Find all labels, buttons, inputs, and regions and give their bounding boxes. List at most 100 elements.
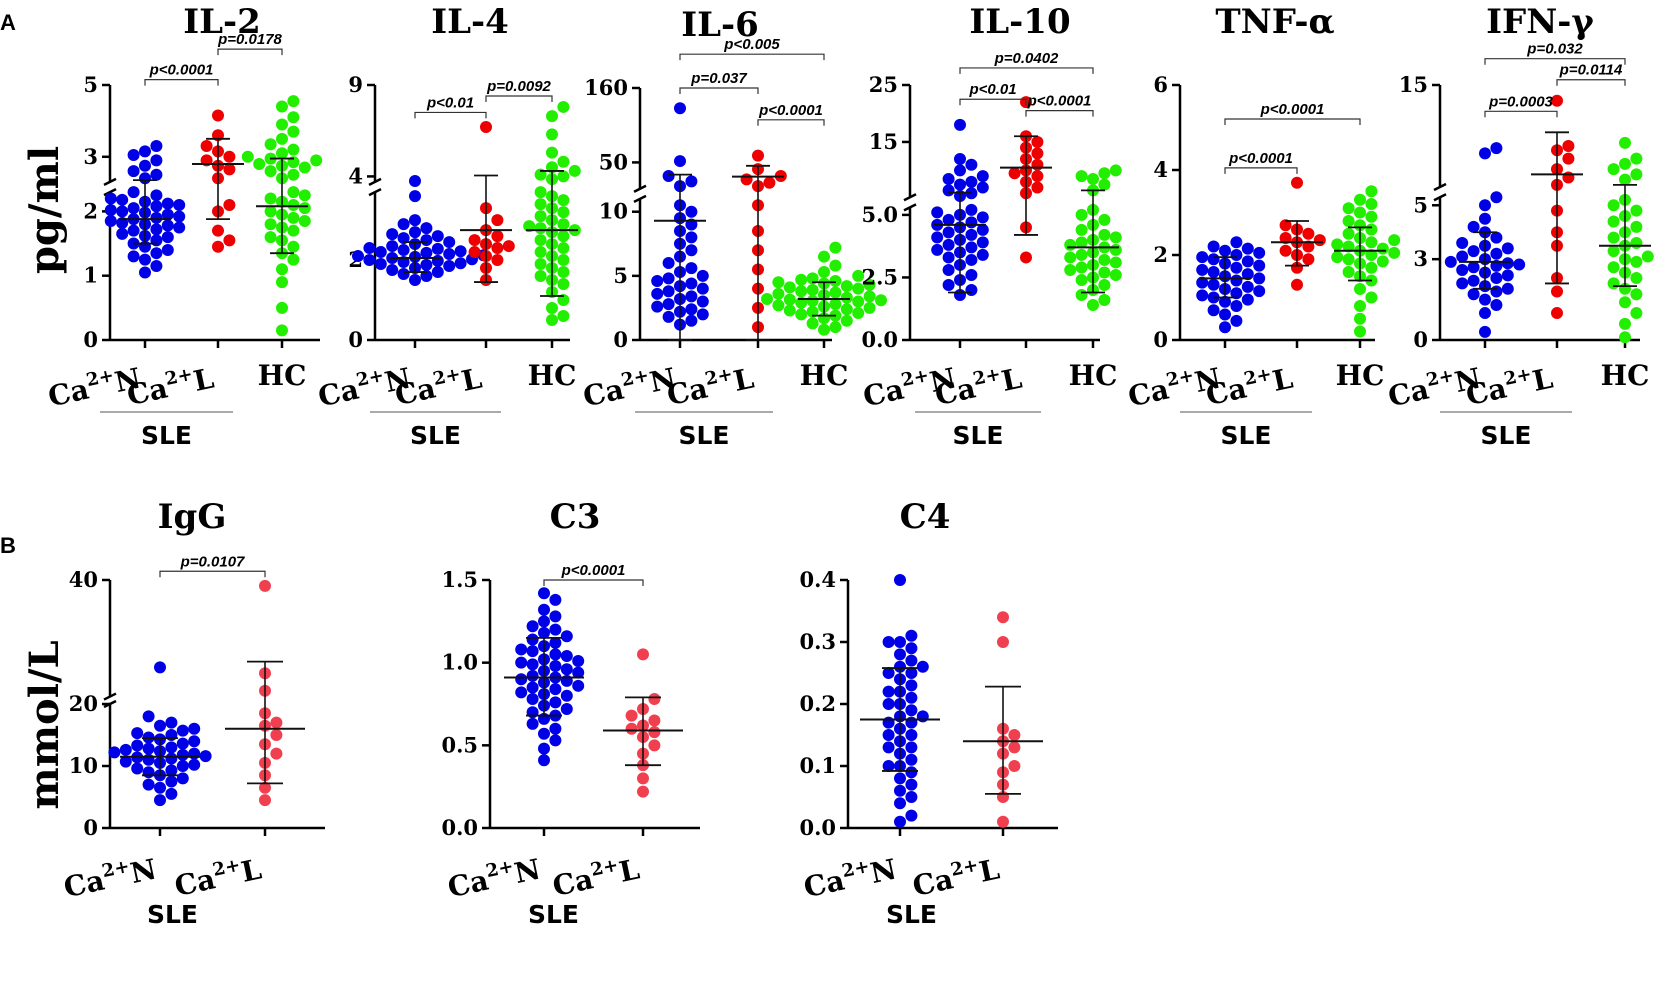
data-point <box>763 176 776 189</box>
data-point <box>1342 227 1355 240</box>
p-value-label: p<0.005 <box>723 36 780 53</box>
data-point <box>116 193 129 206</box>
data-point <box>905 629 918 642</box>
y-tick-label: 0.0 <box>799 815 836 840</box>
y-tick-label: 0 <box>83 815 98 840</box>
data-point <box>1098 253 1111 266</box>
data-point <box>526 633 539 646</box>
data-point <box>1365 261 1378 274</box>
data-point <box>270 716 283 729</box>
data-point <box>1196 263 1209 276</box>
data-point <box>161 243 174 256</box>
data-point <box>863 278 876 291</box>
data-point <box>287 186 300 199</box>
data-point <box>916 660 929 673</box>
data-point <box>829 241 842 254</box>
data-point <box>965 175 978 188</box>
data-point <box>549 722 562 735</box>
data-point <box>905 654 918 667</box>
data-point <box>651 287 664 300</box>
data-point <box>534 198 547 211</box>
data-point <box>1064 263 1077 276</box>
data-point <box>1031 181 1044 194</box>
y-tick-label: 3 <box>83 144 98 169</box>
panel-label-b: B <box>0 533 16 558</box>
chart-title: IgG <box>158 497 227 537</box>
data-point <box>772 299 785 312</box>
data-point <box>1196 289 1209 302</box>
data-point <box>1207 304 1220 317</box>
axis-break-mark <box>1433 193 1447 202</box>
data-point <box>165 741 178 754</box>
data-point <box>223 163 236 176</box>
data-point <box>1230 287 1243 300</box>
data-point <box>840 280 853 293</box>
y-tick-label: 2 <box>1153 242 1168 267</box>
data-point <box>150 168 163 181</box>
significance-bracket <box>414 111 487 119</box>
data-point <box>142 753 155 766</box>
data-point <box>557 194 570 207</box>
data-point <box>386 228 399 241</box>
data-point <box>1376 255 1389 268</box>
data-point <box>1607 199 1620 212</box>
data-point <box>534 246 547 259</box>
data-point <box>818 323 830 336</box>
data-point <box>651 274 664 287</box>
group-label: SLE <box>528 900 579 929</box>
data-point <box>116 205 129 218</box>
y-tick-label: 4 <box>1153 157 1168 182</box>
data-point <box>276 276 288 289</box>
data-point <box>549 696 562 709</box>
data-point <box>468 234 481 247</box>
data-point <box>549 636 562 649</box>
data-point <box>829 274 842 287</box>
data-point <box>1008 729 1021 741</box>
data-point <box>894 772 906 785</box>
data-point <box>161 219 174 232</box>
data-point <box>557 278 570 291</box>
y-tick-label: 0.0 <box>441 815 478 840</box>
significance-bracket <box>485 95 553 102</box>
data-point <box>752 149 764 162</box>
data-point <box>165 787 178 800</box>
significance-bracket <box>1224 118 1361 125</box>
data-point <box>894 797 906 810</box>
data-point <box>637 648 649 661</box>
y-tick-label: 15 <box>869 129 898 154</box>
data-point <box>818 250 830 263</box>
data-point <box>270 729 283 741</box>
data-point <box>259 781 271 794</box>
data-point <box>1619 173 1631 186</box>
axis-break-mark <box>1433 182 1447 192</box>
data-point <box>1098 293 1111 306</box>
data-point <box>1562 152 1575 165</box>
data-point <box>176 748 189 761</box>
data-point <box>905 791 918 803</box>
data-point <box>534 234 547 247</box>
p-value-label: p=0.0402 <box>994 50 1059 67</box>
data-point <box>549 593 562 606</box>
data-point <box>188 747 201 760</box>
data-point <box>954 153 966 166</box>
y-tick-label: 5 <box>613 263 628 288</box>
data-point <box>526 681 539 694</box>
significance-bracket <box>1224 167 1298 174</box>
data-point <box>386 240 399 253</box>
data-point <box>1241 280 1254 293</box>
data-point <box>165 764 178 777</box>
data-point <box>685 231 698 244</box>
significance-bracket <box>679 87 759 94</box>
data-point <box>882 667 895 679</box>
y-tick-label: 5 <box>83 72 98 97</box>
data-point <box>1490 231 1503 244</box>
data-point <box>1098 278 1111 291</box>
data-point <box>942 226 955 239</box>
data-point <box>852 269 865 282</box>
data-point <box>150 247 163 260</box>
data-point <box>1467 245 1480 258</box>
data-point <box>176 760 189 772</box>
data-point <box>795 273 808 286</box>
data-point <box>1388 246 1401 259</box>
data-point <box>139 253 151 266</box>
